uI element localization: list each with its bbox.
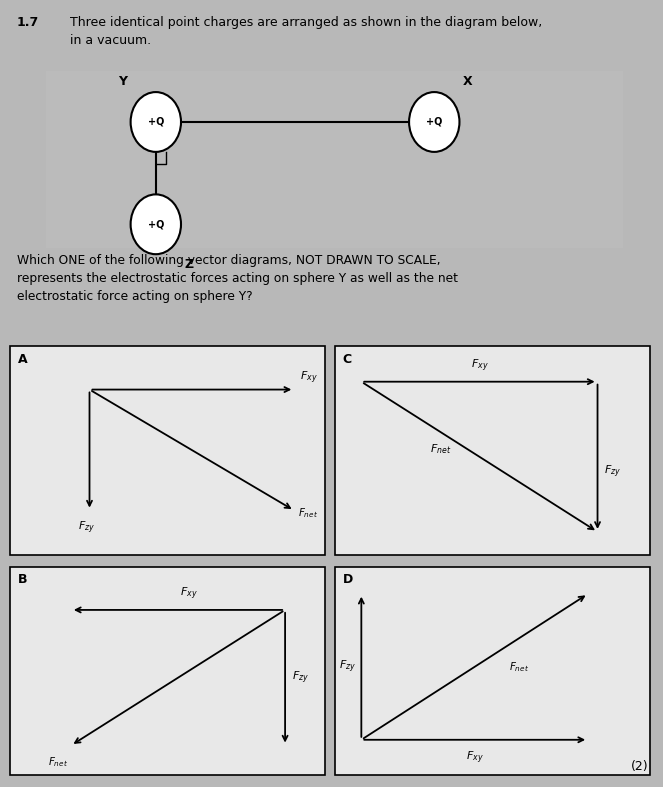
Text: $F_{net}$: $F_{net}$ bbox=[509, 660, 529, 674]
Text: $F_{zy}$: $F_{zy}$ bbox=[604, 464, 621, 480]
Text: $F_{zy}$: $F_{zy}$ bbox=[339, 659, 356, 675]
Bar bbox=[335, 346, 650, 555]
Text: +Q: +Q bbox=[148, 220, 164, 229]
Text: $F_{xy}$: $F_{xy}$ bbox=[300, 369, 317, 386]
Text: $F_{xy}$: $F_{xy}$ bbox=[471, 357, 488, 374]
Text: $F_{net}$: $F_{net}$ bbox=[48, 755, 68, 769]
Text: Three identical point charges are arranged as shown in the diagram below,
in a v: Three identical point charges are arrang… bbox=[70, 16, 542, 46]
Text: 1.7: 1.7 bbox=[17, 16, 39, 29]
Text: +Q: +Q bbox=[148, 117, 164, 127]
Text: X: X bbox=[463, 75, 473, 88]
Text: D: D bbox=[343, 573, 353, 586]
Bar bbox=[335, 567, 650, 775]
Text: $F_{zy}$: $F_{zy}$ bbox=[78, 520, 95, 537]
Text: $F_{net}$: $F_{net}$ bbox=[298, 507, 318, 520]
Text: (2): (2) bbox=[631, 759, 648, 773]
Bar bbox=[10, 567, 325, 775]
Text: Which ONE of the following vector diagrams, NOT DRAWN TO SCALE,
represents the e: Which ONE of the following vector diagra… bbox=[17, 254, 457, 303]
Text: C: C bbox=[343, 353, 352, 366]
Text: B: B bbox=[18, 573, 27, 586]
Text: A: A bbox=[18, 353, 28, 366]
Text: $F_{xy}$: $F_{xy}$ bbox=[180, 586, 198, 602]
Bar bbox=[10, 346, 325, 555]
Text: Z: Z bbox=[184, 258, 194, 272]
Text: $F_{zy}$: $F_{zy}$ bbox=[292, 670, 309, 686]
Text: $F_{net}$: $F_{net}$ bbox=[430, 442, 451, 456]
Text: Y: Y bbox=[118, 75, 127, 88]
Circle shape bbox=[131, 194, 181, 254]
Text: +Q: +Q bbox=[426, 117, 442, 127]
Circle shape bbox=[131, 92, 181, 152]
Bar bbox=[46, 71, 623, 248]
Text: $F_{xy}$: $F_{xy}$ bbox=[466, 749, 483, 766]
Circle shape bbox=[409, 92, 459, 152]
